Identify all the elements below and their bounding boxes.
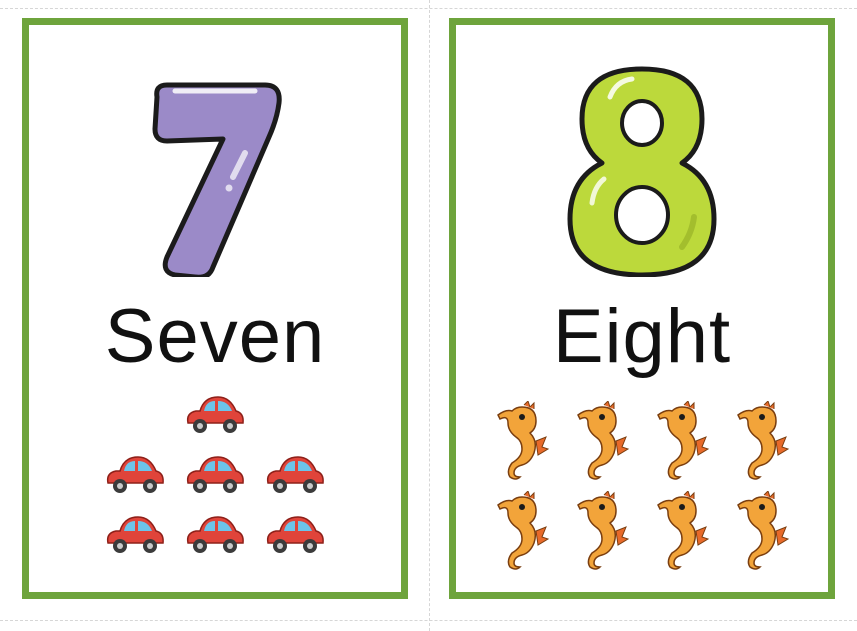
counter-row xyxy=(29,509,401,559)
numeral-seven-icon xyxy=(152,82,282,277)
car-icon xyxy=(106,516,164,553)
counter-row xyxy=(29,389,401,439)
number-word: Eight xyxy=(552,294,732,379)
number-card-eight: Eight xyxy=(449,18,835,599)
number-card-seven: Seven xyxy=(22,18,408,599)
counter-row xyxy=(29,449,401,499)
seahorse-icon xyxy=(497,491,550,570)
numeral-7-graphic xyxy=(29,57,401,277)
seahorse-icon xyxy=(737,491,790,570)
number-word: Seven xyxy=(104,294,326,379)
car-icon xyxy=(106,456,164,493)
seahorse-icon xyxy=(737,401,790,480)
numeral-eight-icon xyxy=(567,66,717,277)
counter-row xyxy=(456,401,828,481)
car-icon xyxy=(186,396,244,433)
car-icon xyxy=(266,456,324,493)
seahorse-icon xyxy=(657,401,710,480)
counter-row xyxy=(456,491,828,571)
cut-line-top xyxy=(0,8,857,9)
cut-line-vertical xyxy=(429,0,430,631)
seahorse-icon xyxy=(497,401,550,480)
seahorse-icon xyxy=(577,491,630,570)
car-icon xyxy=(186,456,244,493)
counter-group-cars xyxy=(29,389,401,569)
seahorse-icon xyxy=(657,491,710,570)
counter-group-seahorses xyxy=(456,401,828,581)
numeral-8-graphic xyxy=(456,57,828,277)
car-icon xyxy=(186,516,244,553)
seahorse-icon xyxy=(577,401,630,480)
cut-line-bottom xyxy=(0,620,857,621)
car-icon xyxy=(266,516,324,553)
